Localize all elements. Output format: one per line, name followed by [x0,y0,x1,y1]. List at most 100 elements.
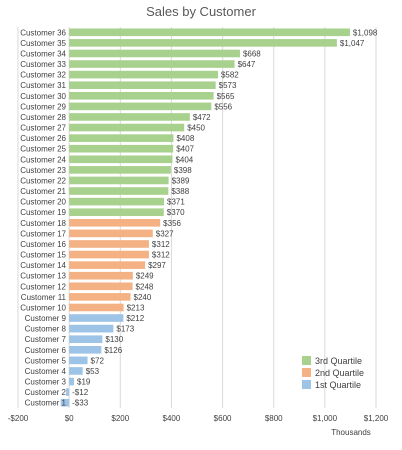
bar [69,197,165,206]
bar [69,261,146,269]
category-label: Customer 3 [25,378,67,387]
bar [69,134,174,142]
category-label: Customer 2 [25,388,67,397]
category-label: Customer 14 [20,261,66,270]
category-label: Customer 22 [20,176,66,185]
category-label: Customer 10 [20,303,66,312]
data-label: $130 [105,335,123,344]
data-label: $582 [221,71,239,80]
bar [69,91,214,100]
data-label: $398 [174,166,192,175]
category-label: Customer 12 [20,282,66,291]
data-label: $72 [91,356,105,365]
bar [60,398,70,407]
x-tick-label: $1,200 [364,414,389,423]
data-label: $389 [172,176,190,185]
category-label: Customer 29 [20,102,66,111]
x-tick-label: $600 [214,414,232,423]
category-label: Customer 23 [20,166,66,175]
category-label: Customer 20 [20,198,66,207]
data-label: -$33 [72,399,89,408]
bar [69,240,149,248]
legend-label: 1st Quartile [315,380,361,390]
data-label: $212 [126,314,144,323]
bar [69,271,133,280]
data-label: $213 [127,303,145,312]
category-label: Customer 8 [25,325,67,334]
bar [69,144,174,153]
bar [69,367,83,375]
data-label: $573 [219,81,237,90]
bar [69,70,218,79]
legend-swatch [302,368,311,377]
category-label: Customer 24 [20,155,66,164]
data-label: -$12 [72,388,89,397]
data-label: $565 [217,92,235,101]
data-label: $173 [116,325,134,334]
category-label: Customer 30 [20,92,66,101]
data-label: $327 [156,229,174,238]
x-axis-title: Thousands [331,428,371,437]
bar [69,250,149,259]
bar [69,324,114,333]
bar [69,166,171,174]
data-label: $472 [193,113,211,122]
x-tick-label: $0 [65,414,74,423]
bar [69,102,212,111]
category-label: Customer 31 [20,81,66,90]
data-label: $370 [167,208,185,217]
data-label: $408 [176,134,194,143]
data-label: $404 [175,155,193,164]
x-tick-label: $400 [163,414,181,423]
bar [69,155,173,164]
data-label: $53 [86,367,100,376]
category-label: Customer 33 [20,60,66,69]
category-label: Customer 15 [20,251,66,260]
legend-label: 2nd Quartile [315,368,364,378]
category-label: Customer 18 [20,219,66,228]
category-label: Customer 32 [20,71,66,80]
bar [69,303,124,312]
category-label: Customer 36 [20,28,66,37]
data-label: $248 [136,282,154,291]
bar [69,293,131,301]
bar [69,123,185,132]
bar [69,39,337,47]
data-label: $19 [77,378,91,387]
category-label: Customer 1 [25,399,67,408]
x-tick-label: -$200 [8,414,29,423]
bar [69,49,240,58]
data-label: $1,047 [340,39,365,48]
category-label: Customer 28 [20,113,66,122]
bar [69,282,133,291]
category-label: Customer 4 [25,367,67,376]
data-label: $556 [214,102,232,111]
category-label: Customer 17 [20,229,66,238]
category-label: Customer 34 [20,49,66,58]
bar [69,218,161,227]
bar [69,81,216,90]
category-label: Customer 25 [20,145,66,154]
category-label: Customer 13 [20,272,66,281]
category-label: Customer 27 [20,124,66,133]
data-label: $240 [134,293,152,302]
data-label: $668 [243,49,261,58]
data-label: $407 [176,145,194,154]
data-label: $312 [152,240,170,249]
data-label: $126 [104,346,122,355]
category-label: Customer 35 [20,39,66,48]
bar [69,208,164,217]
x-tick-label: $200 [111,414,129,423]
data-label: $371 [167,198,185,207]
category-label: Customer 9 [25,314,67,323]
bar [69,28,350,37]
bar [69,187,169,195]
category-label: Customer 19 [20,208,66,217]
category-label: Customer 5 [25,356,67,365]
legend-label: 3rd Quartile [315,356,362,366]
category-label: Customer 26 [20,134,66,143]
bar [69,335,103,344]
data-label: $297 [148,261,166,270]
